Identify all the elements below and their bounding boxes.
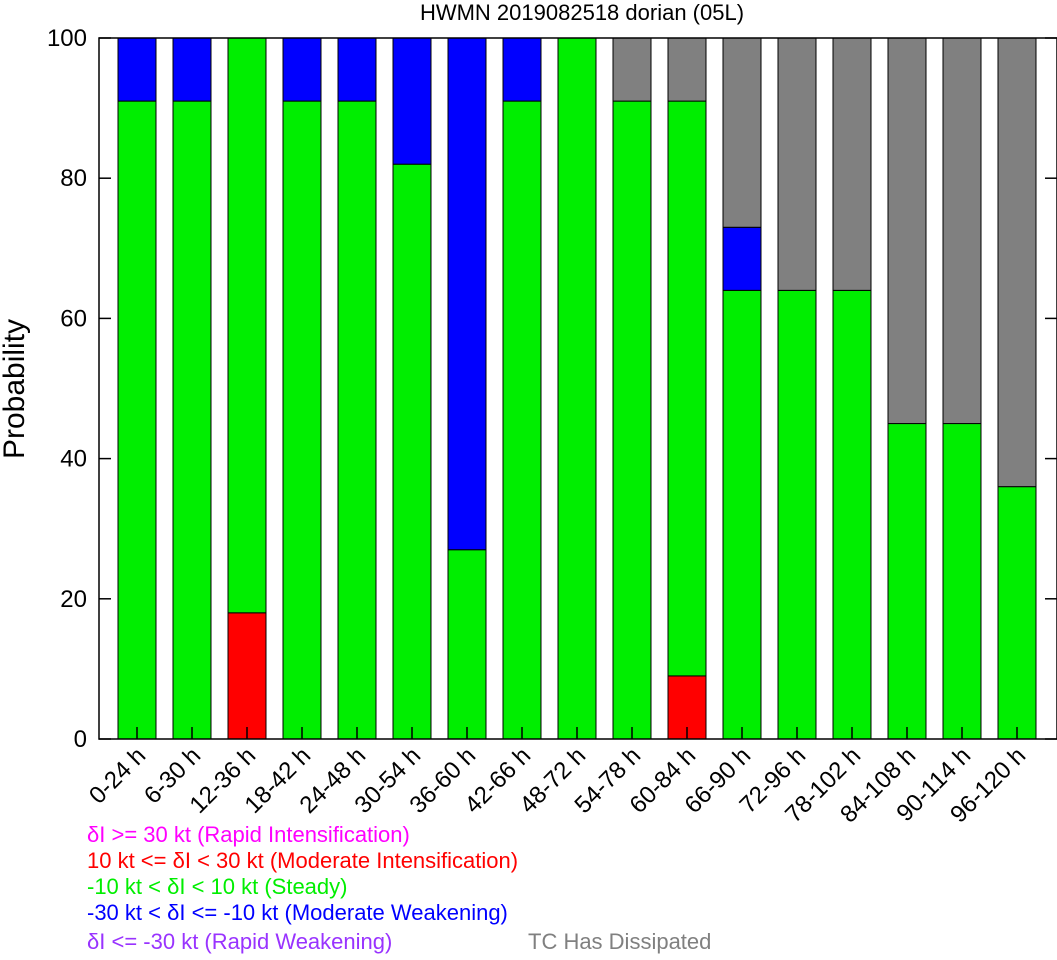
bar-segment-st-3	[282, 100, 322, 740]
legend-item-rw: δI <= -30 kt (Rapid Weakening)	[87, 929, 393, 954]
bar-segment-mw-1	[172, 37, 212, 102]
y-tick-label-100: 100	[47, 25, 87, 52]
bar-segment-st-8	[557, 37, 597, 740]
y-tick-label-0: 0	[74, 726, 87, 753]
bar-segment-mw-0	[117, 37, 157, 102]
bar-segment-mi-2	[227, 612, 267, 740]
x-tick-label-0: 0-24 h	[84, 742, 151, 809]
x-axis: 0-24 h6-30 h12-36 h18-42 h24-48 h30-54 h…	[84, 727, 1031, 828]
bar-segment-st-5	[392, 163, 432, 740]
bar-segment-st-4	[337, 100, 377, 740]
plot-frame	[98, 37, 1057, 740]
bar-segment-st-15	[942, 423, 982, 740]
bar-segment-st-14	[887, 423, 927, 740]
bar-segment-diss-9	[612, 37, 652, 102]
y-tick-label-20: 20	[60, 586, 87, 613]
bar-segment-mw-11	[722, 226, 762, 291]
bar-segment-diss-11	[722, 37, 762, 228]
bar-segment-diss-12	[777, 37, 817, 291]
bar-segment-mw-3	[282, 37, 322, 102]
bar-segment-mw-4	[337, 37, 377, 102]
legend-item-diss: TC Has Dissipated	[528, 929, 712, 954]
y-tick-label-40: 40	[60, 446, 87, 473]
y-axis-label: Probability	[0, 319, 31, 459]
bar-segment-st-2	[227, 37, 267, 614]
bar-segment-diss-16	[997, 37, 1037, 488]
bar-segment-st-11	[722, 289, 762, 740]
bar-segment-st-10	[667, 100, 707, 677]
bar-segment-st-0	[117, 100, 157, 740]
chart-title: HWMN 2019082518 dorian (05L)	[420, 0, 744, 25]
legend-item-mi: 10 kt <= δI < 30 kt (Moderate Intensific…	[87, 848, 519, 873]
bar-segment-st-1	[172, 100, 212, 740]
bar-segment-st-9	[612, 100, 652, 740]
bar-segment-diss-14	[887, 37, 927, 425]
y-axis: 0 20 40 60 80 100	[47, 25, 1057, 753]
y-tick-label-80: 80	[60, 165, 87, 192]
bars-group	[117, 37, 1037, 740]
bar-segment-mw-7	[502, 37, 542, 102]
bar-segment-st-13	[832, 289, 872, 740]
bar-segment-mw-5	[392, 37, 432, 165]
legend-item-st: -10 kt < δI < 10 kt (Steady)	[87, 874, 348, 899]
legend-item-ri: δI >= 30 kt (Rapid Intensification)	[87, 822, 410, 847]
bar-segment-st-7	[502, 100, 542, 740]
bar-segment-st-12	[777, 289, 817, 740]
bar-segment-st-16	[997, 486, 1037, 740]
bar-segment-diss-15	[942, 37, 982, 425]
y-tick-label-60: 60	[60, 305, 87, 332]
legend-item-mw: -30 kt < δI <= -10 kt (Moderate Weakenin…	[87, 900, 508, 925]
bar-segment-mw-6	[447, 37, 487, 551]
bar-segment-diss-13	[832, 37, 872, 291]
bar-segment-st-6	[447, 549, 487, 740]
bar-segment-diss-10	[667, 37, 707, 102]
